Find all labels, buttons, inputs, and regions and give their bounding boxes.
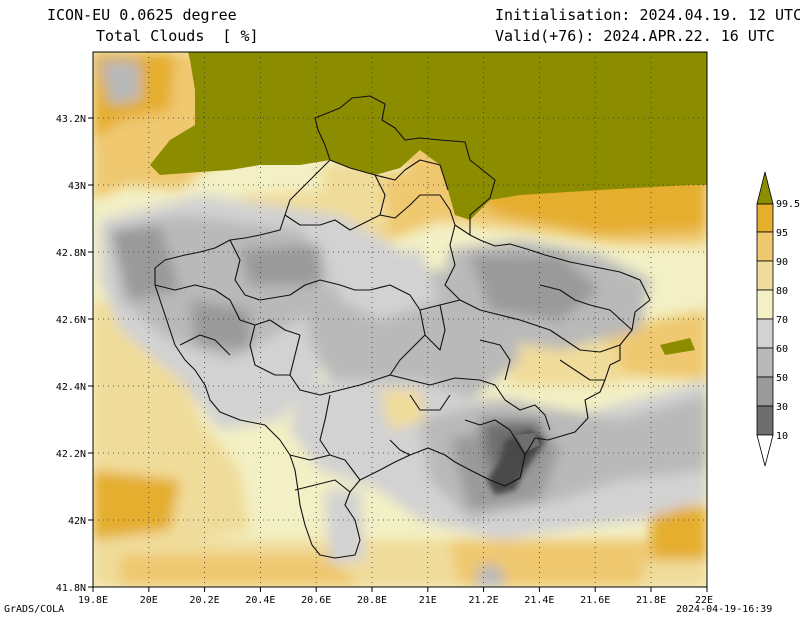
colorbar-swatch [756, 231, 774, 262]
colorbar-labels: 99.5 95 90 80 70 60 50 30 10 [776, 199, 800, 442]
colorbar-swatch [756, 318, 774, 349]
field-title: Total Clouds [ %] [96, 27, 259, 45]
x-tick-label: 20.2E [190, 595, 220, 606]
x-tick-label: 21.6E [580, 595, 610, 606]
colorbar-label: 80 [776, 286, 788, 297]
colorbar-swatch [756, 376, 774, 407]
colorbar [756, 171, 774, 467]
x-tick-label: 21.2E [469, 595, 499, 606]
x-tick-labels: 19.8E 20E 20.2E 20.4E 20.6E 20.8E 21E 21… [78, 595, 713, 606]
y-tick-label: 43.2N [56, 114, 86, 125]
colorbar-swatch [756, 347, 774, 378]
cloud-cover-field [93, 52, 707, 587]
colorbar-label: 95 [776, 228, 788, 239]
x-tick-label: 20.6E [301, 595, 331, 606]
colorbar-label: 99.5 [776, 199, 800, 210]
colorbar-swatch [756, 405, 774, 436]
colorbar-label: 60 [776, 344, 788, 355]
colorbar-swatch [756, 289, 774, 320]
colorbar-label: 70 [776, 315, 788, 326]
model-title: ICON-EU 0.0625 degree [47, 6, 237, 24]
tick-marks [88, 117, 708, 592]
software-credit: GrADS/COLA [4, 604, 65, 615]
colorbar-swatch [756, 260, 774, 291]
x-tick-label: 21E [419, 595, 437, 606]
y-tick-label: 42.4N [56, 382, 86, 393]
init-time: Initialisation: 2024.04.19. 12 UTC [495, 6, 800, 24]
lat-lon-grid [93, 52, 707, 587]
boundary-lines [154, 95, 651, 559]
valid-time: Valid(+76): 2024.APR.22. 16 UTC [495, 27, 775, 45]
colorbar-label: 10 [776, 431, 788, 442]
y-tick-label: 41.8N [56, 583, 86, 594]
y-tick-labels: 43.2N 43N 42.8N 42.6N 42.4N 42.2N 42N 41… [56, 114, 86, 594]
render-timestamp: 2024-04-19-16:39 [676, 604, 773, 615]
x-tick-label: 20.4E [245, 595, 275, 606]
colorbar-top-triangle [756, 171, 774, 205]
x-tick-label: 20E [140, 595, 158, 606]
y-tick-label: 42N [68, 516, 86, 527]
y-tick-label: 43N [68, 181, 86, 192]
y-tick-label: 42.6N [56, 315, 86, 326]
x-tick-label: 20.8E [357, 595, 387, 606]
colorbar-bottom-triangle [756, 434, 774, 467]
colorbar-swatch [756, 203, 774, 233]
x-tick-label: 21.4E [524, 595, 554, 606]
colorbar-label: 30 [776, 402, 788, 413]
x-tick-label: 21.8E [636, 595, 666, 606]
colorbar-label: 90 [776, 257, 788, 268]
colorbar-label: 50 [776, 373, 788, 384]
x-tick-label: 19.8E [78, 595, 108, 606]
x-tick-label: 22E [695, 595, 713, 606]
y-tick-label: 42.2N [56, 449, 86, 460]
y-tick-label: 42.8N [56, 248, 86, 259]
